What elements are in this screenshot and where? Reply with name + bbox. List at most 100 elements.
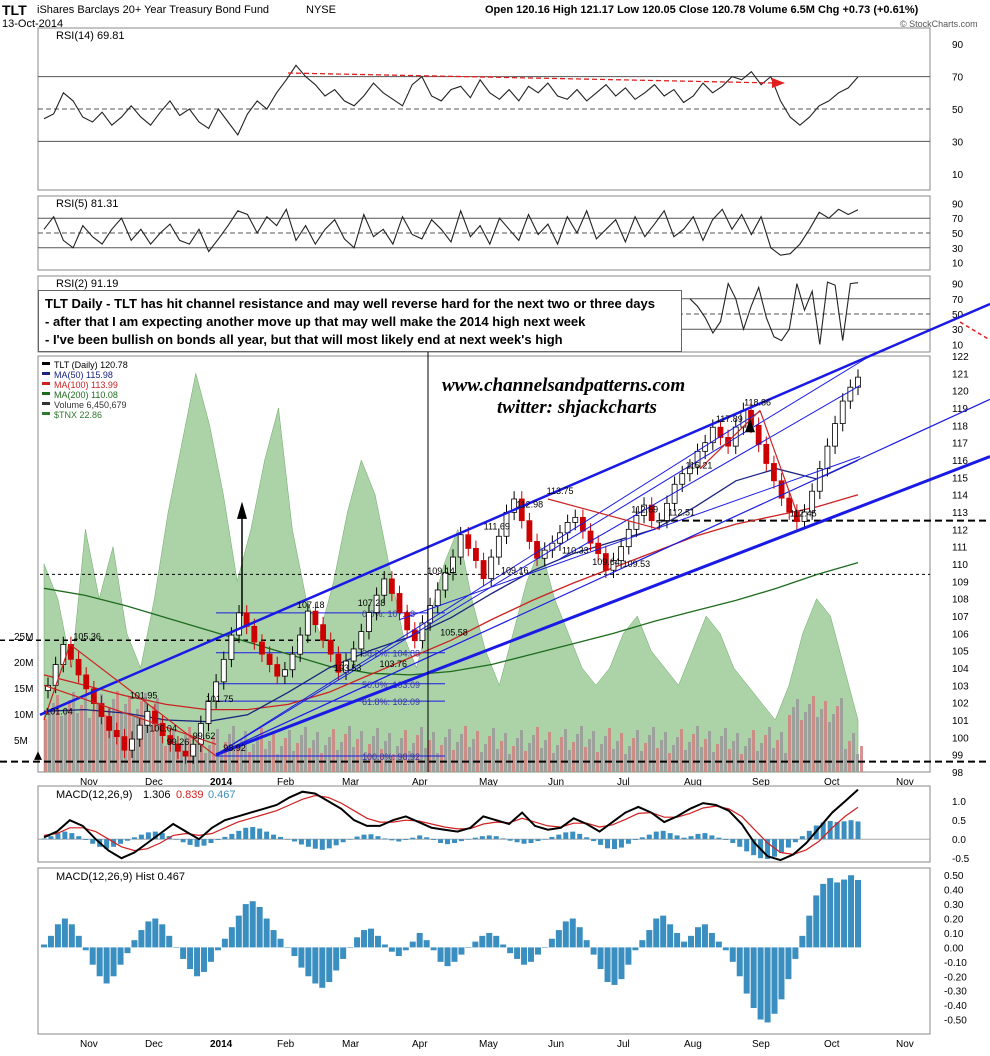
macd-small-hist-bar xyxy=(347,839,353,840)
macd-small-hist-bar xyxy=(646,834,652,840)
volume-bar xyxy=(756,751,759,772)
hist-bar xyxy=(521,947,528,965)
volume-bar xyxy=(396,746,399,772)
macd-small-hist-bar xyxy=(285,839,291,840)
x-axis-label: May xyxy=(479,777,498,788)
volume-tick-label: 5M xyxy=(14,736,28,747)
volume-bar xyxy=(636,730,639,772)
price-tick-label: 122 xyxy=(952,352,969,363)
macd-small-hist-bar xyxy=(570,831,576,840)
hist-bar xyxy=(207,947,214,962)
macd-small-hist-bar xyxy=(76,836,82,840)
volume-bar xyxy=(304,727,307,772)
volume-tick-label: 20M xyxy=(14,658,33,669)
volume-bar xyxy=(680,729,683,772)
volume-bar xyxy=(656,748,659,772)
volume-bar xyxy=(172,730,175,772)
candles xyxy=(45,369,861,764)
x-axis-label-bottom: Aug xyxy=(684,1039,702,1050)
hist-legend: MACD(12,26,9) Hist 0.467 xyxy=(56,871,185,883)
price-tick-label: 103 xyxy=(952,681,969,692)
volume-bar xyxy=(440,745,443,772)
volume-bar xyxy=(620,733,623,772)
volume-bar xyxy=(108,707,111,772)
volume-bar xyxy=(476,731,479,772)
candle-body xyxy=(350,648,357,662)
candle-body xyxy=(419,622,426,642)
x-axis-label: Oct xyxy=(824,777,840,788)
hist-bar xyxy=(333,947,340,971)
volume-bar xyxy=(728,749,731,772)
x-axis-label: Feb xyxy=(277,777,295,788)
macd-small-hist-bar xyxy=(410,837,416,840)
rsi2-tick-label: 10 xyxy=(952,340,964,351)
low-marker xyxy=(34,751,42,760)
candle-body xyxy=(251,626,258,643)
hist-bar xyxy=(827,878,834,948)
volume-bar xyxy=(44,719,47,772)
hist-bar xyxy=(68,924,75,948)
volume-bar xyxy=(648,735,651,772)
volume-bar xyxy=(244,731,247,772)
volume-bar xyxy=(444,737,447,772)
candle-body xyxy=(534,541,540,559)
hist-tick-label: -0.50 xyxy=(944,1016,967,1027)
hist-bar xyxy=(89,947,96,965)
macd-small-hist-bar xyxy=(598,839,604,845)
volume-tick-label: 10M xyxy=(14,710,33,721)
macd-small-hist-bar xyxy=(278,836,284,840)
hist-bar xyxy=(395,947,402,957)
volume-bar xyxy=(492,728,495,772)
hist-bar xyxy=(291,947,298,957)
volume-bar xyxy=(368,744,371,772)
hist-bar xyxy=(479,935,486,948)
macd-small-hist-bar xyxy=(702,833,708,840)
volume-bar xyxy=(68,700,71,772)
projection-line xyxy=(959,321,990,341)
volume-bar xyxy=(456,742,459,772)
twitter-watermark: twitter: shjackcharts xyxy=(497,397,657,418)
wave-line xyxy=(43,644,71,721)
macd-small-hist-bar xyxy=(90,839,96,844)
hist-bar xyxy=(367,928,374,948)
volume-bar xyxy=(548,732,551,772)
candle-body xyxy=(786,497,793,513)
hist-bar xyxy=(131,940,138,948)
price-label: 105.36 xyxy=(73,631,101,641)
macd-small-hist-bar xyxy=(312,839,318,849)
candle-body xyxy=(679,473,686,485)
volume-bar xyxy=(484,744,487,772)
hist-bar xyxy=(242,904,249,948)
volume-bar xyxy=(852,733,855,772)
candle-body xyxy=(526,520,533,542)
volume-bar xyxy=(672,745,675,772)
volume-bar xyxy=(708,731,711,772)
volume-bar xyxy=(768,727,771,772)
candle-body xyxy=(618,546,625,561)
hist-bar xyxy=(159,924,166,948)
volume-bar xyxy=(420,727,423,772)
hist-bar xyxy=(604,947,611,983)
hist-bar xyxy=(813,895,820,948)
macd-small-hist-bar xyxy=(375,836,381,840)
x-axis-label: Nov xyxy=(896,777,914,788)
macd-small-hist-bar xyxy=(236,830,242,840)
price-label: 112.69 xyxy=(631,504,658,514)
volume-bar xyxy=(564,729,567,772)
hist-tick-label: 0.10 xyxy=(944,929,964,940)
hist-bar xyxy=(340,947,347,959)
volume-bar xyxy=(300,735,303,772)
macd-small-hist-bar xyxy=(368,834,374,840)
volume-bar xyxy=(88,718,91,772)
ma50-line xyxy=(43,459,859,723)
candle-body xyxy=(847,386,854,402)
volume-bar xyxy=(736,733,739,772)
volume-bar xyxy=(180,743,183,772)
rsi14-tick-label: 50 xyxy=(952,105,964,116)
volume-bar xyxy=(676,737,679,772)
volume-bar xyxy=(604,736,607,772)
macd-small-hist-bar xyxy=(208,839,214,843)
volume-bar xyxy=(128,696,131,772)
volume-bar xyxy=(528,743,531,772)
